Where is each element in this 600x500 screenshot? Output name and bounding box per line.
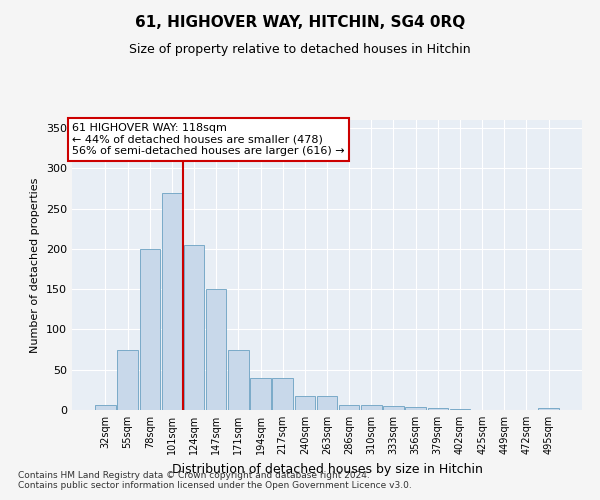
Bar bbox=[361, 405, 382, 410]
Bar bbox=[118, 350, 138, 410]
Text: 61, HIGHOVER WAY, HITCHIN, SG4 0RQ: 61, HIGHOVER WAY, HITCHIN, SG4 0RQ bbox=[135, 15, 465, 30]
Bar bbox=[228, 350, 248, 410]
Text: Contains HM Land Registry data © Crown copyright and database right 2024.
Contai: Contains HM Land Registry data © Crown c… bbox=[18, 470, 412, 490]
Bar bbox=[161, 192, 182, 410]
Bar bbox=[95, 405, 116, 410]
Bar bbox=[317, 396, 337, 410]
X-axis label: Distribution of detached houses by size in Hitchin: Distribution of detached houses by size … bbox=[172, 462, 482, 475]
Bar bbox=[383, 406, 404, 410]
Bar bbox=[272, 378, 293, 410]
Text: Size of property relative to detached houses in Hitchin: Size of property relative to detached ho… bbox=[129, 42, 471, 56]
Bar bbox=[428, 408, 448, 410]
Bar bbox=[450, 409, 470, 410]
Bar bbox=[295, 396, 315, 410]
Bar bbox=[250, 378, 271, 410]
Bar bbox=[538, 408, 559, 410]
Bar bbox=[339, 405, 359, 410]
Bar bbox=[184, 245, 204, 410]
Bar bbox=[206, 289, 226, 410]
Bar bbox=[140, 249, 160, 410]
Bar bbox=[406, 407, 426, 410]
Text: 61 HIGHOVER WAY: 118sqm
← 44% of detached houses are smaller (478)
56% of semi-d: 61 HIGHOVER WAY: 118sqm ← 44% of detache… bbox=[72, 123, 344, 156]
Y-axis label: Number of detached properties: Number of detached properties bbox=[31, 178, 40, 352]
